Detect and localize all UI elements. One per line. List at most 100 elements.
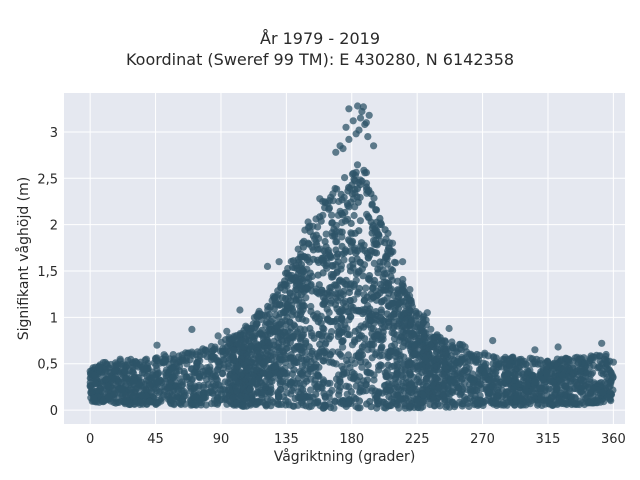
data-point: [103, 382, 111, 390]
data-point: [557, 389, 565, 397]
data-point: [305, 274, 313, 282]
data-point: [297, 291, 305, 299]
data-point: [598, 339, 606, 347]
data-point: [342, 123, 350, 131]
data-point: [399, 258, 407, 266]
data-point: [342, 382, 350, 390]
data-point: [419, 342, 427, 350]
data-point: [270, 294, 278, 302]
data-point: [169, 396, 177, 404]
data-point: [405, 305, 413, 313]
data-point: [307, 307, 315, 315]
data-point: [348, 181, 356, 189]
data-point: [252, 330, 260, 338]
data-point: [211, 354, 219, 362]
data-point: [345, 105, 353, 113]
data-point: [339, 291, 347, 299]
data-point: [469, 354, 477, 362]
data-point: [586, 399, 594, 407]
data-point: [373, 227, 381, 235]
data-point: [248, 379, 256, 388]
data-point: [275, 258, 283, 266]
data-point: [260, 369, 268, 377]
data-point: [542, 396, 551, 404]
data-point: [353, 376, 361, 384]
data-point: [381, 254, 390, 262]
data-point: [189, 392, 197, 401]
data-point: [214, 332, 222, 340]
data-point: [328, 386, 336, 394]
data-point: [398, 333, 406, 341]
data-point: [200, 394, 208, 402]
data-point: [358, 107, 366, 116]
data-point: [154, 378, 162, 386]
data-point: [528, 387, 536, 395]
data-point: [220, 360, 228, 368]
data-point: [450, 376, 458, 384]
data-point: [347, 388, 355, 396]
data-point: [95, 363, 103, 371]
data-point: [361, 247, 369, 255]
data-point: [321, 237, 329, 246]
data-point: [412, 312, 421, 320]
data-point: [334, 333, 342, 341]
data-point: [352, 168, 360, 176]
data-point: [233, 332, 241, 340]
y-tick-label: 2,5: [37, 172, 58, 187]
data-point: [458, 375, 466, 383]
data-point: [183, 373, 191, 381]
data-point: [460, 397, 468, 405]
data-point: [291, 395, 299, 403]
data-point: [482, 383, 490, 391]
data-point: [283, 339, 291, 348]
data-point: [354, 102, 362, 110]
data-point: [371, 387, 380, 395]
data-point: [422, 375, 430, 383]
data-point: [452, 344, 460, 352]
data-point: [339, 337, 347, 345]
data-point: [145, 398, 154, 406]
data-point: [442, 348, 450, 356]
data-point: [276, 329, 284, 337]
data-point: [329, 359, 337, 367]
data-point: [386, 286, 394, 294]
data-point: [262, 377, 270, 385]
data-point: [378, 351, 386, 359]
data-point: [118, 385, 126, 393]
data-point: [196, 374, 204, 382]
data-point: [264, 331, 272, 339]
data-point: [249, 355, 257, 363]
data-point: [396, 290, 404, 299]
data-point: [556, 395, 564, 403]
data-point: [494, 388, 503, 396]
data-point: [230, 373, 239, 381]
data-point: [329, 232, 337, 240]
data-point: [188, 351, 197, 359]
data-point: [246, 385, 254, 393]
data-point: [377, 336, 385, 344]
data-point: [560, 365, 568, 373]
data-point: [290, 321, 298, 329]
x-tick-label: 45: [147, 432, 164, 447]
data-point: [91, 371, 99, 379]
data-point: [130, 377, 138, 385]
data-point: [344, 351, 352, 359]
data-point: [389, 291, 397, 300]
data-point: [133, 359, 141, 367]
data-point: [179, 396, 187, 404]
data-point: [308, 347, 316, 355]
data-point: [312, 231, 320, 239]
data-point: [515, 380, 523, 388]
data-point: [531, 378, 539, 386]
data-point: [191, 368, 199, 377]
data-point: [517, 394, 525, 403]
data-point: [359, 272, 367, 280]
data-point: [448, 398, 456, 406]
data-point: [352, 270, 360, 278]
data-point: [364, 213, 372, 221]
data-point: [158, 383, 166, 391]
data-point: [562, 382, 570, 390]
data-point: [268, 377, 276, 385]
data-point: [523, 367, 531, 375]
data-point: [179, 381, 187, 389]
